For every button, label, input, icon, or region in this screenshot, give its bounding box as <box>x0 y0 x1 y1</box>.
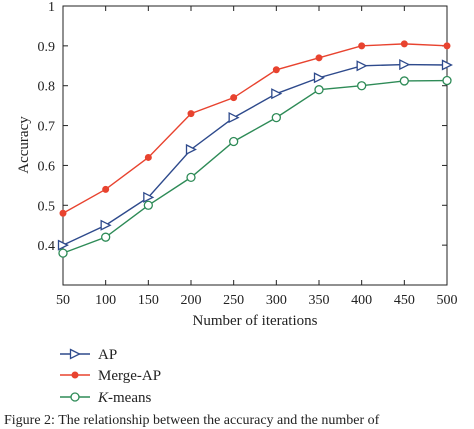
legend-label-kmeans: K-means <box>97 390 151 406</box>
data-point-ap <box>228 112 240 124</box>
data-point-kmeans <box>186 172 196 183</box>
series-ap <box>57 59 453 251</box>
data-point-kmeans <box>314 85 324 95</box>
x-tick-label: 350 <box>309 293 330 308</box>
data-point-ap <box>313 72 325 84</box>
series-line-kmeans <box>62 79 448 254</box>
legend-swatch-merge-ap <box>60 371 90 379</box>
legend-marker <box>71 371 79 379</box>
data-point-merge-ap <box>315 54 323 62</box>
x-axis-label: Number of iterations <box>193 313 318 329</box>
legend-swatch-ap <box>60 348 90 360</box>
series-kmeans <box>58 75 452 258</box>
legend: AP Merge-AP K-means <box>60 347 161 406</box>
data-point-ap <box>57 239 69 251</box>
data-point-ap <box>143 191 155 203</box>
legend-label-kmeans-rest: -means <box>108 390 151 406</box>
legend-item-ap: AP <box>60 347 117 363</box>
data-point-kmeans <box>58 248 68 258</box>
y-tick-label: 0.5 <box>38 199 56 214</box>
y-axis-label: Accuracy <box>16 116 32 174</box>
x-tick-label: 400 <box>351 293 372 308</box>
legend-label-kmeans-k: K <box>97 390 109 406</box>
x-tick-label: 250 <box>223 293 244 308</box>
plot-frame <box>62 5 448 286</box>
series-merge-ap <box>59 40 451 217</box>
data-point-merge-ap <box>230 94 238 102</box>
y-tick-label: 0.7 <box>38 120 56 135</box>
data-point-ap <box>399 59 411 71</box>
data-point-kmeans <box>271 112 281 123</box>
x-tick-label: 200 <box>181 293 202 308</box>
data-point-merge-ap <box>272 66 280 74</box>
data-point-ap <box>441 59 453 71</box>
axes: 50 100 150 200 250 300 350 400 450 500 0.4 0.5 0.6 0.… <box>38 0 458 308</box>
plot-area <box>62 5 448 286</box>
legend-label-ap: AP <box>98 347 117 363</box>
data-point-merge-ap <box>144 153 152 161</box>
x-tick-label: 150 <box>138 293 159 308</box>
data-point-merge-ap <box>187 110 195 118</box>
data-point-ap <box>356 60 368 72</box>
legend-item-merge-ap: Merge-AP <box>60 368 161 384</box>
data-point-ap <box>271 88 283 100</box>
series-layer <box>57 40 453 258</box>
data-point-merge-ap <box>400 40 408 48</box>
legend-swatch-kmeans <box>60 392 90 402</box>
data-point-kmeans <box>101 232 111 242</box>
figure-caption: Figure 2: The relationship between the a… <box>4 413 380 428</box>
data-point-kmeans <box>229 136 239 147</box>
x-tick-label: 50 <box>56 293 70 308</box>
legend-label-merge-ap: Merge-AP <box>98 368 161 384</box>
y-tick-label: 0.8 <box>38 80 56 95</box>
x-tick-label: 450 <box>394 293 415 308</box>
data-point-merge-ap <box>358 42 366 50</box>
legend-marker <box>70 392 80 402</box>
x-tick-label: 300 <box>266 293 287 308</box>
data-point-ap <box>100 219 112 231</box>
data-point-kmeans <box>143 200 153 210</box>
y-tick-label: 0.6 <box>38 159 56 174</box>
data-point-merge-ap <box>102 185 110 193</box>
data-point-merge-ap <box>443 42 451 50</box>
data-point-kmeans <box>357 81 367 91</box>
x-tick-label: 100 <box>95 293 116 308</box>
data-point-merge-ap <box>59 209 67 217</box>
data-point-ap <box>185 143 197 156</box>
legend-item-kmeans: K-means <box>60 390 151 406</box>
data-point-kmeans <box>442 75 452 86</box>
data-point-kmeans <box>399 76 409 86</box>
y-tick-label: 1 <box>48 0 55 15</box>
y-tick-label: 0.4 <box>38 239 56 254</box>
series-line-ap <box>62 63 448 246</box>
y-tick-label: 0.9 <box>38 40 56 55</box>
x-tick-label: 500 <box>437 293 458 308</box>
series-line-merge-ap <box>62 43 448 214</box>
legend-marker <box>69 348 81 360</box>
